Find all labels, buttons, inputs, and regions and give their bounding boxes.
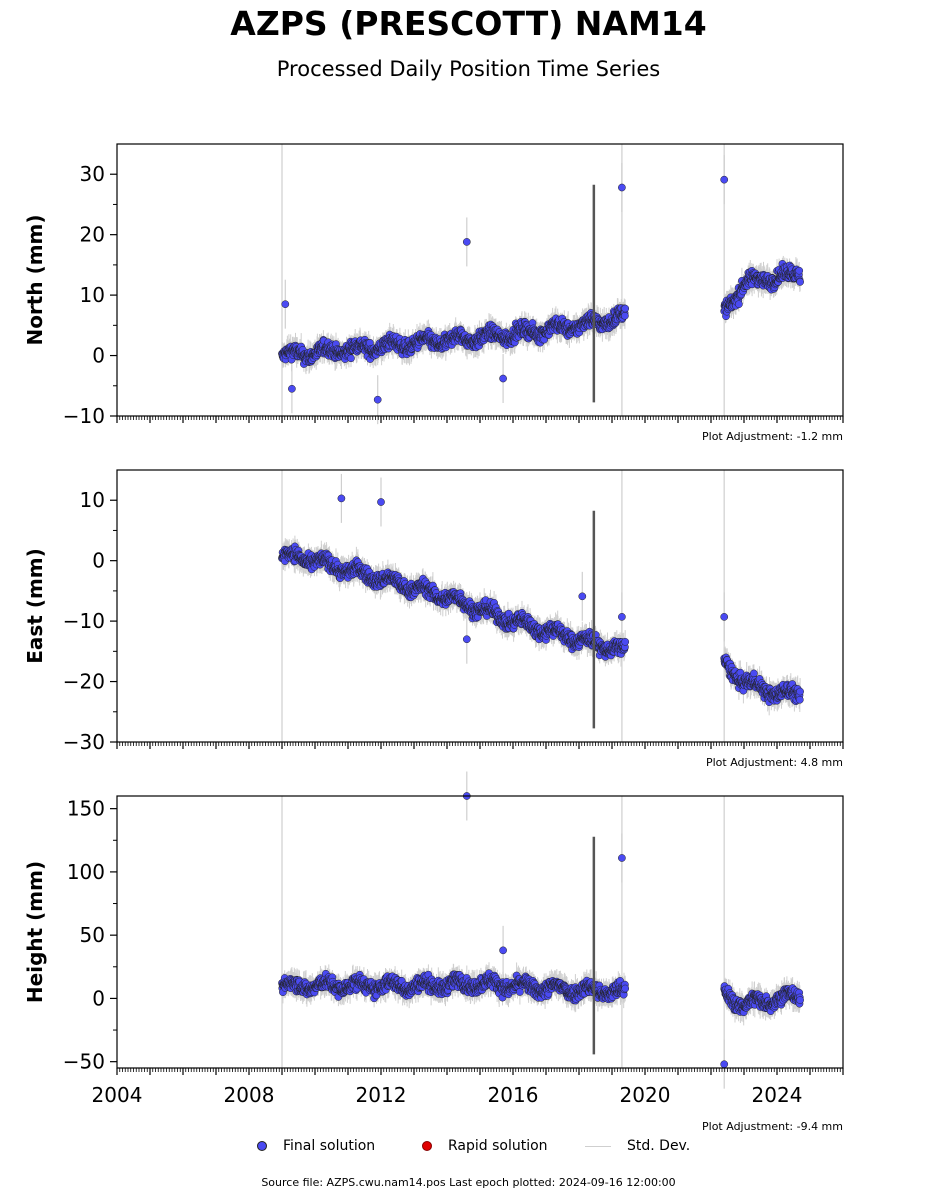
y-tick-label: 10 [80,283,105,307]
outlier-point [720,175,729,184]
outlier-point [462,238,471,246]
final-point [735,300,743,309]
plot-adjustment: Plot Adjustment: -1.2 mm [702,430,843,443]
chart-title: AZPS (PRESCOTT) NAM14 [0,4,937,43]
final-point [347,354,355,363]
y-axis-label: North (mm) [23,214,47,345]
outlier-point [288,384,296,393]
y-tick-label: 20 [80,223,105,247]
final-point [795,266,804,275]
outlier-point [281,300,290,309]
y-tick-label: 0 [92,344,105,368]
final-point [796,278,804,286]
panel-frame [116,143,844,417]
data-points [278,175,804,404]
outlier-point [618,183,626,192]
outlier-point [499,374,507,383]
final-point [621,311,629,320]
stddev-bars [281,155,801,425]
outlier-point [373,395,382,404]
y-tick-label: 30 [80,162,105,186]
y-tick-label: −10 [63,404,105,428]
stddev-bars [281,473,801,716]
chart-subtitle: Processed Daily Position Time Series [0,57,937,81]
panel-1: −10 0 10 20 30 North (mm) Plot Adjustment: -1.… [23,143,844,443]
final-point [621,304,630,313]
